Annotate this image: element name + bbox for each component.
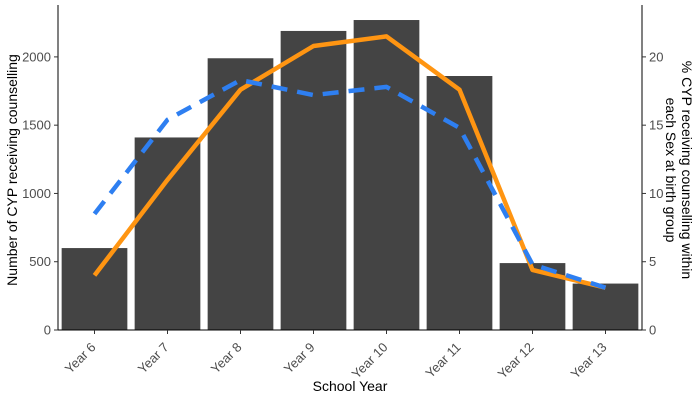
bar-2: [134, 137, 201, 330]
x-tick-label: Year 9: [281, 340, 318, 377]
y-tick-left-label: 1000: [22, 186, 51, 201]
y-axis-title-right-line1: % CYP receiving counselling within: [679, 61, 695, 279]
bar-1: [61, 248, 128, 330]
y-axis-title-left: Number of CYP receiving counselling: [4, 54, 20, 286]
line-series-2: [92, 77, 607, 290]
y-tick-left-label: 2000: [22, 49, 51, 64]
y-ticks-right: 0 5 10 15 20: [642, 49, 663, 338]
y-axis-title-right-line2: each Sex at birth group: [663, 98, 679, 243]
x-axis-title: School Year: [313, 378, 388, 394]
y-tick-left-label: 0: [44, 323, 51, 338]
x-tick-label: Year 12: [495, 340, 537, 382]
y-tick-right-label: 0: [649, 323, 656, 338]
x-ticks: Year 6 Year 7 Year 8 Year 9 Year 10 Year 11 Ye…: [62, 330, 610, 381]
bar-3: [207, 58, 274, 331]
bar-6: [426, 76, 493, 331]
bar-4: [280, 30, 347, 331]
y-tick-right-label: 15: [649, 118, 663, 133]
y-tick-right-label: 5: [649, 254, 656, 269]
x-tick-label: Year 13: [568, 340, 610, 382]
x-tick-label: Year 6: [62, 340, 99, 377]
y-ticks-left: 0 500 1000 1500 2000: [22, 49, 58, 338]
x-tick-label: Year 7: [135, 340, 172, 377]
y-tick-right-label: 10: [649, 186, 663, 201]
bar-5: [353, 20, 420, 331]
lines-layer: [92, 34, 607, 290]
x-tick-label: Year 11: [422, 340, 463, 381]
y-tick-left-label: 1500: [22, 118, 51, 133]
y-tick-left-label: 500: [29, 254, 51, 269]
bar-8: [572, 283, 639, 330]
bars-layer: [61, 20, 639, 331]
y-tick-right-label: 20: [649, 49, 663, 64]
x-tick-label: Year 8: [208, 340, 245, 377]
x-tick-label: Year 10: [349, 340, 391, 382]
